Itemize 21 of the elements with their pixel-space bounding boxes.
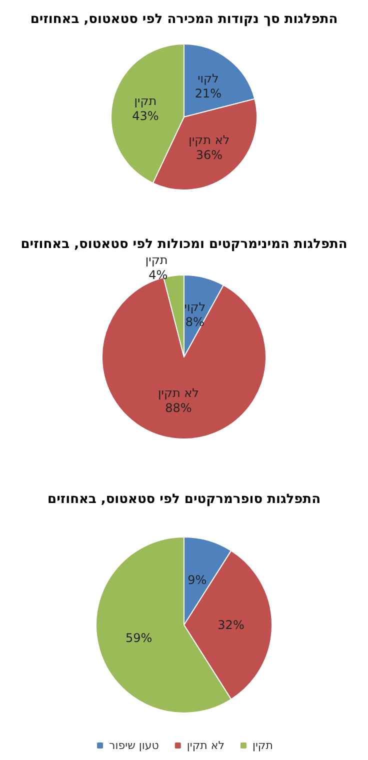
- legend-label: תקין: [252, 739, 273, 752]
- slice-label: לקוי: [198, 71, 219, 86]
- slice-label: לא תקין: [158, 386, 199, 400]
- data-label: 59%: [126, 631, 152, 646]
- data-label: 43%: [132, 108, 159, 123]
- data-label: 9%: [188, 572, 207, 587]
- chart-title: התפלגות המינימרקטים ומכולות לפי סטאטוס, באחוזים: [20, 237, 348, 252]
- data-label: 8%: [185, 314, 204, 329]
- chart-title: התפלגות סך נקודות המכירה לפי סטאטוס, באחוזים: [30, 12, 338, 27]
- data-label: 4%: [148, 268, 168, 282]
- legend-label: לא תקין: [186, 739, 224, 752]
- data-label: 36%: [196, 148, 223, 162]
- legend-label: טעון שיפור: [109, 739, 159, 752]
- slice-label: תקין: [134, 94, 157, 108]
- data-label: 21%: [194, 86, 222, 100]
- slice-label: תקין: [145, 253, 168, 268]
- data-label: 32%: [218, 618, 244, 632]
- slice-label: לא תקין: [188, 132, 230, 147]
- slice-label: לקוי: [184, 300, 206, 314]
- data-label: 88%: [165, 401, 192, 416]
- chart-title: התפלגות סופרמרקטים לפי סטאטוס, באחוזים: [48, 492, 320, 507]
